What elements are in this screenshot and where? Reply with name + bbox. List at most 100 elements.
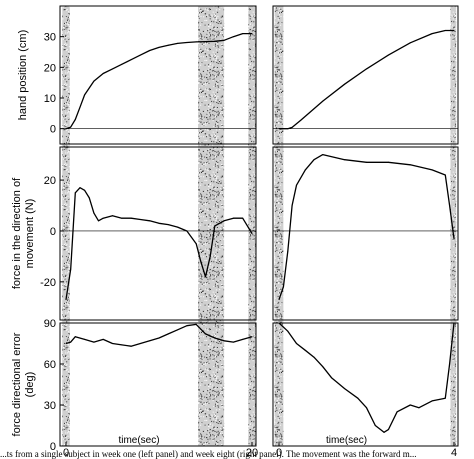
data-point: [366, 407, 367, 409]
data-point: [291, 126, 293, 128]
axes-frame: [272, 322, 459, 447]
axes-frame: [59, 146, 257, 321]
right-panel: 0 4 time(sec): [272, 5, 459, 459]
data-point: [167, 44, 169, 46]
data-point: [291, 205, 293, 207]
noise-band: [248, 6, 256, 446]
series-line: [65, 187, 253, 300]
y-tick-label: 20: [44, 175, 56, 187]
data-point: [313, 356, 315, 358]
data-point: [444, 174, 446, 176]
data-point: [223, 39, 225, 41]
data-point: [121, 217, 123, 219]
data-point: [158, 46, 160, 48]
y-tick-label: -20: [40, 277, 56, 289]
axes-frame: [272, 5, 459, 145]
data-point: [74, 118, 76, 120]
data-point: [98, 220, 100, 222]
data-point: [214, 40, 216, 42]
data-point: [278, 299, 280, 301]
data-point: [79, 187, 81, 189]
data-point: [88, 197, 90, 199]
data-point: [282, 286, 284, 288]
data-point: [232, 217, 234, 219]
data-point: [130, 59, 132, 61]
data-point: [251, 33, 253, 35]
data-point: [93, 212, 95, 214]
data-point: [195, 41, 197, 43]
data-point: [158, 337, 160, 339]
series-line: [278, 153, 455, 300]
y-axis-label: hand position (cm): [17, 30, 29, 121]
y-tick-label: 30: [44, 32, 56, 44]
data-point: [167, 333, 169, 335]
x-tick-label: 4: [451, 447, 457, 459]
data-point: [205, 333, 206, 335]
data-point: [444, 30, 446, 32]
data-point: [431, 33, 433, 35]
data-point: [366, 68, 367, 70]
data-point: [195, 243, 197, 245]
data-point: [200, 260, 202, 262]
data-point: [177, 329, 179, 331]
figure-caption: ...ts from a single subject in week one …: [0, 449, 417, 459]
y-tick-label: 0: [50, 226, 56, 238]
data-point: [344, 388, 346, 390]
data-point: [102, 217, 104, 219]
data-point: [278, 322, 280, 324]
data-point: [65, 128, 67, 130]
y-tick-label: 60: [44, 359, 56, 371]
data-point: [149, 340, 151, 342]
data-point: [322, 366, 324, 368]
data-point: [130, 217, 132, 219]
data-point: [205, 276, 206, 278]
data-point: [313, 159, 315, 161]
data-point: [84, 338, 86, 340]
y-tick-label: 0: [50, 124, 56, 136]
data-point: [70, 341, 72, 343]
data-point: [409, 164, 411, 166]
data-point: [396, 411, 398, 413]
data-point: [453, 30, 455, 32]
series-line: [279, 29, 454, 130]
y-tick-label: 10: [44, 93, 56, 105]
data-point: [387, 429, 389, 431]
data-point: [186, 325, 188, 327]
data-point: [112, 68, 113, 70]
series-line: [278, 322, 455, 433]
data-point: [214, 337, 216, 339]
data-point: [102, 72, 104, 74]
y-tick-label: 20: [44, 62, 56, 74]
data-point: [453, 238, 455, 240]
data-point: [93, 341, 95, 343]
data-point: [177, 42, 179, 44]
data-point: [223, 340, 225, 342]
data-point: [287, 128, 289, 130]
axes-frame: [272, 146, 459, 321]
data-point: [214, 225, 216, 227]
data-point: [409, 42, 411, 44]
noise-band: [274, 6, 284, 446]
data-point: [251, 336, 253, 338]
data-point: [387, 54, 389, 56]
x-tick-label: 20: [246, 447, 258, 459]
data-point: [177, 226, 179, 228]
data-point: [304, 169, 306, 171]
data-point: [331, 377, 332, 379]
data-point: [449, 205, 451, 207]
data-point: [149, 220, 151, 222]
data-point: [287, 330, 289, 332]
data-point: [444, 397, 446, 399]
data-point: [322, 100, 324, 102]
data-point: [322, 154, 324, 156]
data-point: [431, 169, 433, 171]
data-point: [158, 222, 160, 224]
data-point: [251, 233, 253, 234]
data-point: [209, 255, 211, 257]
data-point: [149, 49, 151, 51]
data-point: [242, 217, 244, 219]
data-point: [130, 345, 132, 347]
left-panel: 0 10 20 30 hand position (cm) -20 0 20 force in …: [11, 5, 258, 459]
x-axis-label: time(sec): [118, 435, 159, 446]
